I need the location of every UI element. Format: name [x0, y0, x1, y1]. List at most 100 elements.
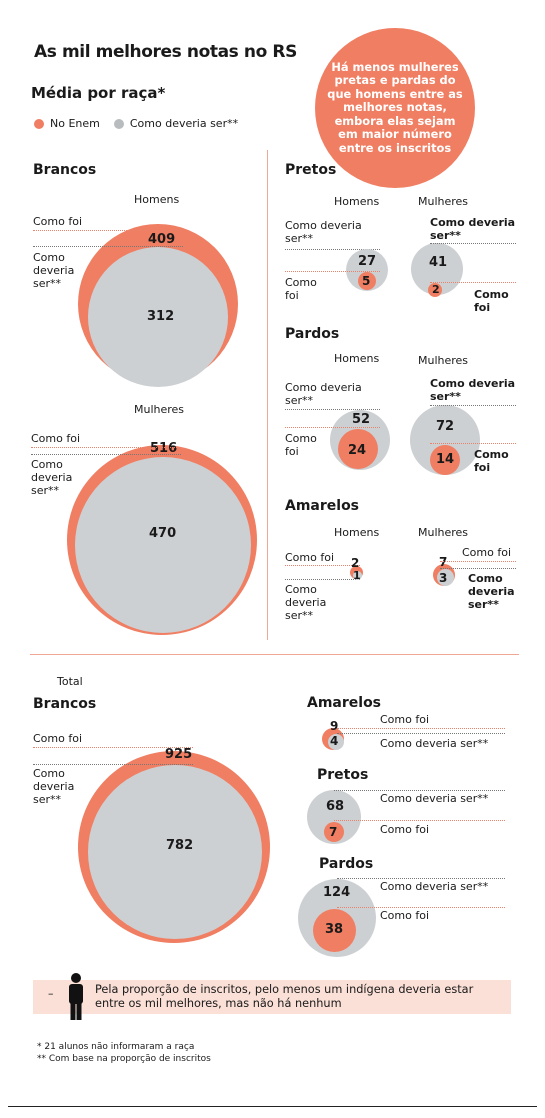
brancos-mulheres-deveria-line [31, 454, 181, 455]
label-line: ser** [285, 609, 314, 622]
pardos-mulheres-deveria-value: 72 [436, 419, 455, 434]
total-pretos-deveria-value: 68 [326, 799, 345, 814]
legend-enem-label: No Enem [50, 117, 100, 130]
brancos-mulheres-foi-value: 516 [150, 441, 178, 456]
pretos-mulheres-deveria-label: Como deveria ser** [430, 216, 515, 242]
amarelos-mulheres-foi-value: 7 [439, 555, 448, 569]
label-line: ser** [430, 390, 461, 403]
brancos-homens-deveria-value: 312 [147, 309, 175, 324]
pardos-homens-deveria-label: Como deveria ser** [285, 381, 362, 407]
pardos-homens-foi-line [285, 427, 380, 428]
amarelos-homens-label: Homens [334, 526, 380, 539]
total-brancos-deveria-value: 782 [166, 838, 194, 853]
brancos-homens-foi-value: 409 [148, 232, 176, 247]
page-subtitle: Média por raça* [31, 84, 166, 102]
total-amarelos-deveria-line [337, 733, 505, 734]
label-line: foi [474, 461, 491, 474]
pardos-mulheres-foi-label: Como foi [474, 448, 509, 474]
brancos-heading: Brancos [33, 162, 97, 178]
total-pretos-deveria-line [334, 790, 505, 791]
brancos-mulheres-deveria-circle [75, 457, 251, 633]
label-line: ser** [33, 277, 62, 290]
brancos-homens-foi-line [33, 230, 183, 231]
total-brancos-como-foi: Como foi [33, 732, 83, 745]
label-line: Como [285, 583, 317, 596]
column-divider [267, 150, 268, 640]
label-line: Como deveria [285, 381, 362, 394]
amarelos-mulheres-deveria-line [440, 568, 516, 569]
pardos-mulheres-deveria-line [430, 405, 516, 406]
pardos-homens-deveria-line [285, 409, 380, 410]
pretos-heading: Pretos [285, 162, 337, 178]
total-brancos-foi-line [33, 747, 193, 748]
amarelos-mulheres-foi-line [440, 561, 516, 562]
pardos-mulheres-label: Mulheres [418, 354, 469, 367]
section-divider [30, 654, 519, 655]
total-pardos-foi-value: 38 [325, 922, 344, 937]
total-pardos-foi-line [337, 907, 505, 908]
pardos-homens-label: Homens [334, 352, 380, 365]
pardos-homens-foi-circle [338, 429, 378, 469]
footnote-1: * 21 alunos não informaram a raça [37, 1042, 195, 1052]
amarelos-homens-deveria-label: Como deveria ser** [285, 583, 326, 622]
amarelos-mulheres-como-foi: Como foi [462, 546, 512, 559]
label-line: deveria [33, 264, 75, 277]
footnote-2: ** Com base na proporção de inscritos [37, 1054, 211, 1064]
total-pretos-heading: Pretos [317, 767, 369, 783]
total-pretos-como-foi: Como foi [380, 823, 430, 836]
total-pretos-foi-line [334, 820, 505, 821]
total-amarelos-como-deveria: Como deveria ser** [380, 737, 489, 750]
label-line: Como [468, 572, 503, 585]
total-amarelos-foi-value: 9 [330, 719, 339, 733]
legend-enem-dot [34, 118, 44, 129]
label-line: Como deveria [430, 377, 516, 390]
pardos-homens-foi-label: Como foi [285, 432, 317, 458]
label-line: deveria [468, 585, 515, 598]
bottom-rule [8, 1106, 537, 1107]
label-line: ser** [33, 793, 62, 806]
total-pretos-foi-circle [324, 822, 344, 842]
label-line: Como [33, 767, 65, 780]
pardos-heading: Pardos [285, 326, 340, 342]
label-line: ser** [31, 484, 60, 497]
pretos-homens-foi-value: 5 [362, 274, 371, 288]
total-pretos-foi-value: 7 [329, 825, 338, 839]
amarelos-homens-deveria-line [285, 579, 360, 580]
pretos-mulheres-foi-value: 2 [432, 283, 440, 296]
legend-should-label: Como deveria ser** [129, 117, 239, 130]
label-line: deveria [33, 780, 75, 793]
pretos-homens-deveria-value: 27 [358, 254, 377, 269]
label-line: ser** [285, 232, 314, 245]
amarelos-mulheres-deveria-value: 3 [439, 571, 448, 585]
pardos-mulheres-foi-line [430, 443, 516, 444]
total-brancos-foi-value: 925 [165, 747, 193, 762]
pardos-mulheres-foi-value: 14 [436, 452, 455, 467]
callout-bubble: Há menos mulheres pretas e pardas do que… [315, 28, 475, 188]
label-line: foi [474, 301, 491, 314]
total-pardos-como-deveria: Como deveria ser** [380, 880, 489, 893]
person-icon [64, 972, 88, 1022]
pretos-homens-foi-circle [358, 272, 376, 290]
label-line: deveria [285, 596, 327, 609]
pardos-mulheres-deveria-label: Como deveria ser** [430, 377, 515, 403]
pretos-mulheres-label: Mulheres [418, 195, 469, 208]
pretos-mulheres-deveria-value: 41 [429, 255, 448, 270]
total-brancos-deveria-line [33, 764, 193, 765]
pardos-homens-deveria-value: 52 [352, 412, 371, 427]
total-brancos-heading: Brancos [33, 696, 97, 712]
label-line: Como deveria [430, 216, 516, 229]
label-line: Como [285, 276, 317, 289]
label-line: ser** [468, 598, 499, 611]
brancos-homens-como-foi: Como foi [33, 215, 83, 228]
brancos-mulheres-deveria-value: 470 [149, 526, 177, 541]
pardos-mulheres-foi-circle [430, 445, 460, 475]
pardos-homens-foi-value: 24 [348, 443, 367, 458]
page-title: As mil melhores notas no RS [34, 42, 297, 62]
legend-should-dot [113, 118, 124, 129]
legend: No Enem Como deveria ser** [34, 117, 238, 130]
label-line: Como [474, 288, 509, 301]
brancos-homens-label: Homens [134, 193, 180, 206]
total-pretos-como-deveria: Como deveria ser** [380, 792, 489, 805]
amarelos-homens-deveria-circle [353, 571, 362, 580]
pretos-homens-foi-label: Como foi [285, 276, 317, 302]
